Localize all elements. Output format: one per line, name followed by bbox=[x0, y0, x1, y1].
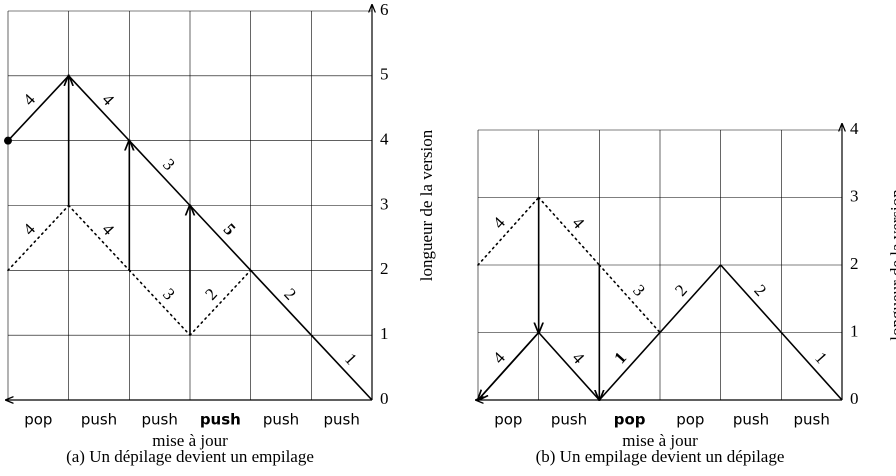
op-label: push bbox=[81, 411, 117, 429]
y-tick-label: 6 bbox=[380, 0, 389, 19]
edge-label: 3 bbox=[159, 285, 179, 304]
edge bbox=[68, 75, 130, 142]
edge bbox=[538, 331, 600, 401]
figure: 0 1 2 3 4 pop push pop pop push push mise à jour(b)… bbox=[476, 119, 896, 466]
op-label: pop bbox=[614, 411, 646, 429]
edge-label: 2 bbox=[280, 285, 300, 304]
x-axis-label: mise à jour bbox=[152, 431, 228, 450]
arrow bbox=[478, 331, 540, 401]
edge-label: 4 bbox=[19, 90, 39, 110]
edge bbox=[67, 204, 131, 272]
edge bbox=[310, 334, 373, 401]
op-label: push bbox=[323, 411, 359, 429]
edge bbox=[7, 204, 70, 272]
edge-label: 1 bbox=[811, 348, 831, 367]
start-dot bbox=[4, 136, 12, 145]
y-tick-label: 1 bbox=[380, 324, 389, 343]
edge-label: 4 bbox=[568, 213, 588, 232]
op-label: push bbox=[733, 411, 769, 429]
edge bbox=[598, 264, 661, 334]
edge bbox=[477, 196, 540, 266]
op-label: pop bbox=[24, 411, 52, 429]
edge bbox=[189, 204, 252, 271]
edge-label: 5 bbox=[220, 220, 240, 239]
op-label: push bbox=[263, 411, 299, 429]
op-label: push bbox=[200, 411, 241, 429]
y-tick-label: 3 bbox=[850, 186, 859, 205]
y-tick-label: 1 bbox=[850, 321, 859, 340]
y-tick-label: 4 bbox=[380, 130, 389, 149]
edge-label: 1 bbox=[610, 348, 630, 367]
y-tick-label: 0 bbox=[380, 389, 389, 408]
edge-label: 4 bbox=[98, 220, 118, 240]
edge-label: 2 bbox=[750, 281, 770, 300]
y-tick-label: 3 bbox=[380, 194, 389, 213]
edge-label: 2 bbox=[201, 285, 221, 304]
edge-label: 4 bbox=[489, 348, 509, 367]
y-tick-label: 4 bbox=[850, 119, 859, 138]
edge bbox=[128, 140, 191, 207]
op-label: push bbox=[551, 411, 587, 429]
caption: (b) Un empilage devient un dépilage bbox=[536, 447, 785, 466]
y-tick-label: 2 bbox=[380, 259, 389, 278]
caption: (a) Un dépilage devient un empilage bbox=[66, 447, 314, 466]
edge-label: 4 bbox=[489, 213, 509, 232]
y-tick-label: 5 bbox=[380, 65, 389, 84]
edge bbox=[537, 196, 601, 266]
edge bbox=[128, 269, 191, 336]
edge bbox=[598, 331, 661, 401]
figure: 0 1 2 3 4 5 6 pop push push push push push mise à jou… bbox=[4, 0, 436, 466]
edge-label: 3 bbox=[629, 281, 649, 300]
edge-label: 1 bbox=[341, 349, 361, 368]
edge-label: 4 bbox=[98, 90, 118, 110]
edge-label: 3 bbox=[159, 155, 179, 174]
op-label: push bbox=[141, 411, 177, 429]
y-axis-label: longueur de la version bbox=[417, 129, 436, 281]
x-axis-label: mise à jour bbox=[622, 431, 698, 450]
y-tick-label: 2 bbox=[850, 254, 859, 273]
y-tick-label: 0 bbox=[850, 389, 859, 408]
edge bbox=[780, 331, 843, 401]
edge bbox=[7, 75, 70, 142]
edge bbox=[250, 269, 312, 336]
op-label: push bbox=[793, 411, 829, 429]
edge bbox=[720, 264, 782, 334]
edge bbox=[659, 264, 722, 334]
edge bbox=[189, 269, 252, 336]
edge-label: 2 bbox=[671, 281, 691, 300]
y-axis-label: longueur de la version bbox=[887, 189, 896, 341]
op-label: pop bbox=[494, 411, 522, 429]
edge-label: 4 bbox=[19, 219, 39, 239]
op-label: pop bbox=[676, 411, 704, 429]
edge-label: 4 bbox=[568, 348, 588, 367]
